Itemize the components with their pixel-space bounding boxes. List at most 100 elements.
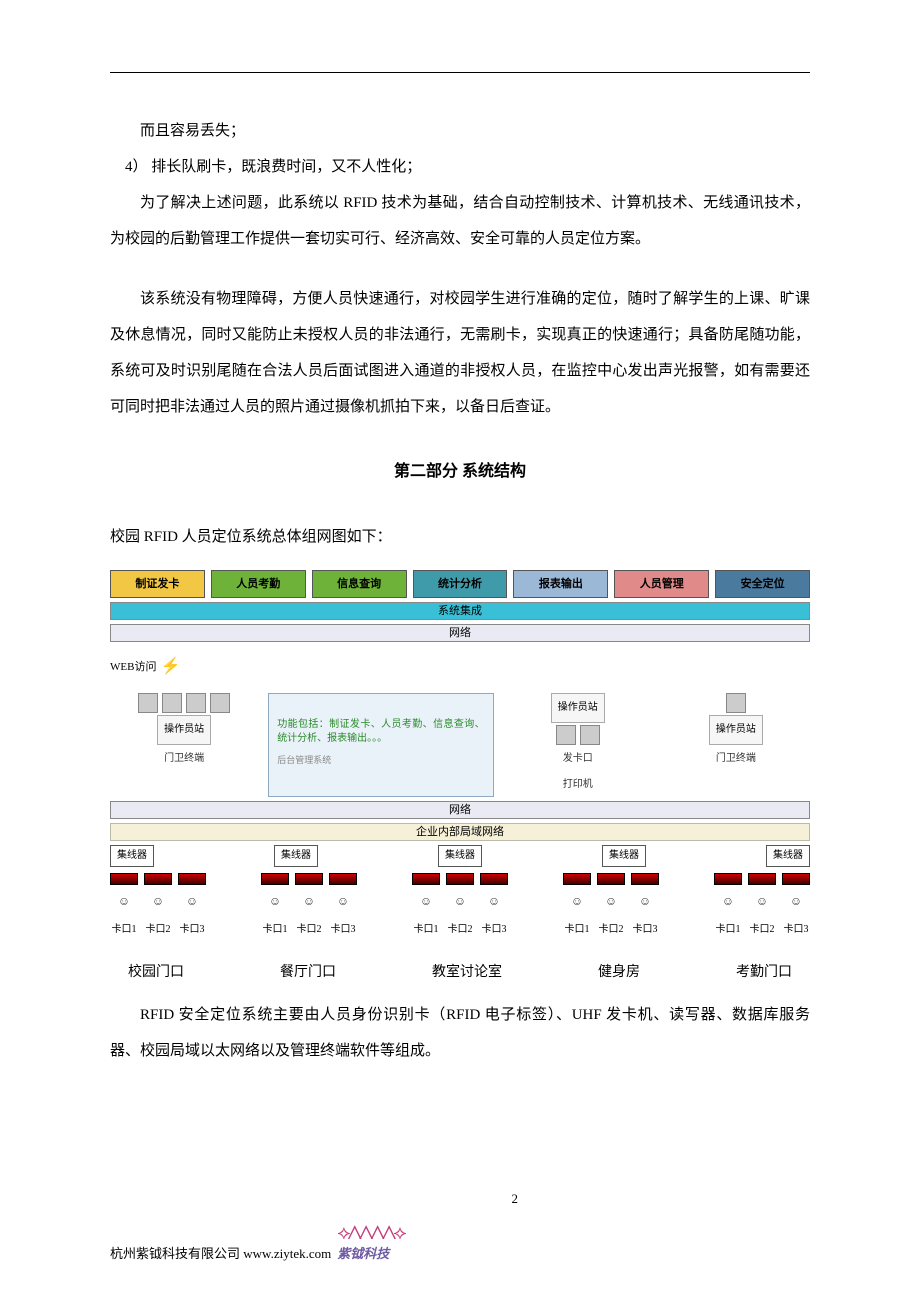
guard-terminal-label-2: 门卫终端 [716, 747, 756, 771]
top-module-box: 制证发卡 [110, 570, 205, 598]
reader-device-icon [110, 873, 138, 885]
col-web-clients: 操作员站 门卫终端 [110, 693, 258, 797]
location-label: 考勤门口 [736, 956, 792, 990]
top-module-box: 安全定位 [715, 570, 810, 598]
line-list-4: 4） 排长队刷卡，既浪费时间，又不人性化； [110, 149, 810, 185]
collector-box: 集线器 [274, 845, 318, 867]
line-lost: 而且容易丢失； [110, 113, 810, 149]
reader-unit: ☺卡口2 [748, 873, 776, 942]
body-text: 而且容易丢失； 4） 排长队刷卡，既浪费时间，又不人性化； 为了解决上述问题，此… [110, 113, 810, 1069]
person-icon: ☺ [488, 887, 500, 916]
reader-unit: ☺卡口1 [714, 873, 742, 942]
top-module-box: 报表输出 [513, 570, 608, 598]
person-icon: ☺ [420, 887, 432, 916]
reader-device-icon [563, 873, 591, 885]
company-logo: ⟡⋀⋀⋀⋀⟡ 紫钺科技 [337, 1223, 403, 1262]
after-diagram-para: RFID 安全定位系统主要由人员身份识别卡（RFID 电子标签）、UHF 发卡机… [110, 997, 810, 1069]
reader-group: ☺卡口1☺卡口2☺卡口3 [412, 873, 508, 942]
collectors-row: 集线器 集线器 集线器 集线器 集线器 [110, 845, 810, 867]
locations-row: 校园门口 餐厅门口 教室讨论室 健身房 考勤门口 [110, 956, 810, 990]
reader-device-icon [631, 873, 659, 885]
collector-box: 集线器 [438, 845, 482, 867]
reader-unit: ☺卡口2 [597, 873, 625, 942]
card-icons [556, 725, 600, 745]
card-icon [580, 725, 600, 745]
client-icons [138, 693, 230, 713]
collector-box: 集线器 [110, 845, 154, 867]
person-icon: ☺ [571, 887, 583, 916]
port-label: 卡口3 [331, 918, 356, 942]
reader-device-icon [412, 873, 440, 885]
person-icon: ☺ [790, 887, 802, 916]
reader-unit: ☺卡口1 [563, 873, 591, 942]
reader-unit: ☺卡口2 [144, 873, 172, 942]
guard-terminal-label: 门卫终端 [164, 747, 204, 771]
reader-unit: ☺卡口3 [178, 873, 206, 942]
location-label: 校园门口 [128, 956, 184, 990]
col-guard-right: 操作员站 门卫终端 [662, 693, 810, 797]
lightning-icon: ⚡ [160, 648, 180, 686]
person-icon: ☺ [303, 887, 315, 916]
port-label: 卡口2 [297, 918, 322, 942]
section-title: 第二部分 系统结构 [110, 453, 810, 491]
bar-integration: 系统集成 [110, 602, 810, 620]
reader-unit: ☺卡口3 [782, 873, 810, 942]
card-point-label: 发卡口 [563, 747, 593, 771]
guard-icons [726, 693, 746, 713]
center-desc: 功能包括：制证发卡、人员考勤、信息查询、统计分析、报表输出。。。 [277, 718, 484, 746]
web-access-label: WEB访问 ⚡ [110, 648, 810, 686]
reader-group: ☺卡口1☺卡口2☺卡口3 [110, 873, 206, 942]
reader-device-icon [748, 873, 776, 885]
port-label: 卡口2 [599, 918, 624, 942]
port-label: 卡口2 [750, 918, 775, 942]
col-card-issue: 操作员站 发卡口 打印机 [504, 693, 652, 797]
reader-unit: ☺卡口3 [480, 873, 508, 942]
reader-unit: ☺卡口1 [261, 873, 289, 942]
reader-unit: ☺卡口2 [295, 873, 323, 942]
para-system: 该系统没有物理障碍，方便人员快速通行，对校园学生进行准确的定位，随时了解学生的上… [110, 281, 810, 425]
port-label: 卡口1 [565, 918, 590, 942]
readers-row: ☺卡口1☺卡口2☺卡口3☺卡口1☺卡口2☺卡口3☺卡口1☺卡口2☺卡口3☺卡口1… [110, 873, 810, 942]
reader-unit: ☺卡口2 [446, 873, 474, 942]
reader-unit: ☺卡口3 [631, 873, 659, 942]
center-server-box: 功能包括：制证发卡、人员考勤、信息查询、统计分析、报表输出。。。 后台管理系统 [268, 693, 493, 797]
top-module-box: 人员考勤 [211, 570, 306, 598]
network-diagram: 制证发卡人员考勤信息查询统计分析报表输出人员管理安全定位 系统集成 网络 WEB… [110, 570, 810, 989]
pc-icon [138, 693, 158, 713]
company-line: 杭州紫钺科技有限公司 www.ziytek.com ⟡⋀⋀⋀⋀⟡ 紫钺科技 [110, 1223, 810, 1262]
reader-device-icon [295, 873, 323, 885]
pc-icon [186, 693, 206, 713]
page-container: 而且容易丢失； 4） 排长队刷卡，既浪费时间，又不人性化； 为了解决上述问题，此… [0, 0, 920, 1302]
collector-box: 集线器 [766, 845, 810, 867]
location-label: 教室讨论室 [432, 956, 502, 990]
logo-wave-icon: ⟡⋀⋀⋀⋀⟡ [337, 1222, 403, 1244]
top-module-box: 人员管理 [614, 570, 709, 598]
pc-icon [210, 693, 230, 713]
collector-box: 集线器 [602, 845, 646, 867]
top-module-box: 信息查询 [312, 570, 407, 598]
person-icon: ☺ [186, 887, 198, 916]
page-number: 2 [512, 1191, 519, 1207]
top-rule [110, 72, 810, 73]
port-label: 卡口1 [716, 918, 741, 942]
port-label: 卡口2 [146, 918, 171, 942]
port-label: 卡口1 [112, 918, 137, 942]
para-solve: 为了解决上述问题，此系统以 RFID 技术为基础，结合自动控制技术、计算机技术、… [110, 185, 810, 257]
reader-unit: ☺卡口1 [412, 873, 440, 942]
person-icon: ☺ [118, 887, 130, 916]
reader-device-icon [480, 873, 508, 885]
reader-group: ☺卡口1☺卡口2☺卡口3 [714, 873, 810, 942]
location-label: 餐厅门口 [280, 956, 336, 990]
location-label: 健身房 [598, 956, 640, 990]
person-icon: ☺ [639, 887, 651, 916]
bar-network-1: 网络 [110, 624, 810, 642]
pc-icon [162, 693, 182, 713]
reader-device-icon [329, 873, 357, 885]
reader-device-icon [144, 873, 172, 885]
person-icon: ☺ [605, 887, 617, 916]
port-label: 卡口3 [633, 918, 658, 942]
page-footer: 2 杭州紫钺科技有限公司 www.ziytek.com ⟡⋀⋀⋀⋀⟡ 紫钺科技 [110, 1191, 810, 1262]
reader-device-icon [782, 873, 810, 885]
person-icon: ☺ [722, 887, 734, 916]
bar-network-2: 网络 [110, 801, 810, 819]
